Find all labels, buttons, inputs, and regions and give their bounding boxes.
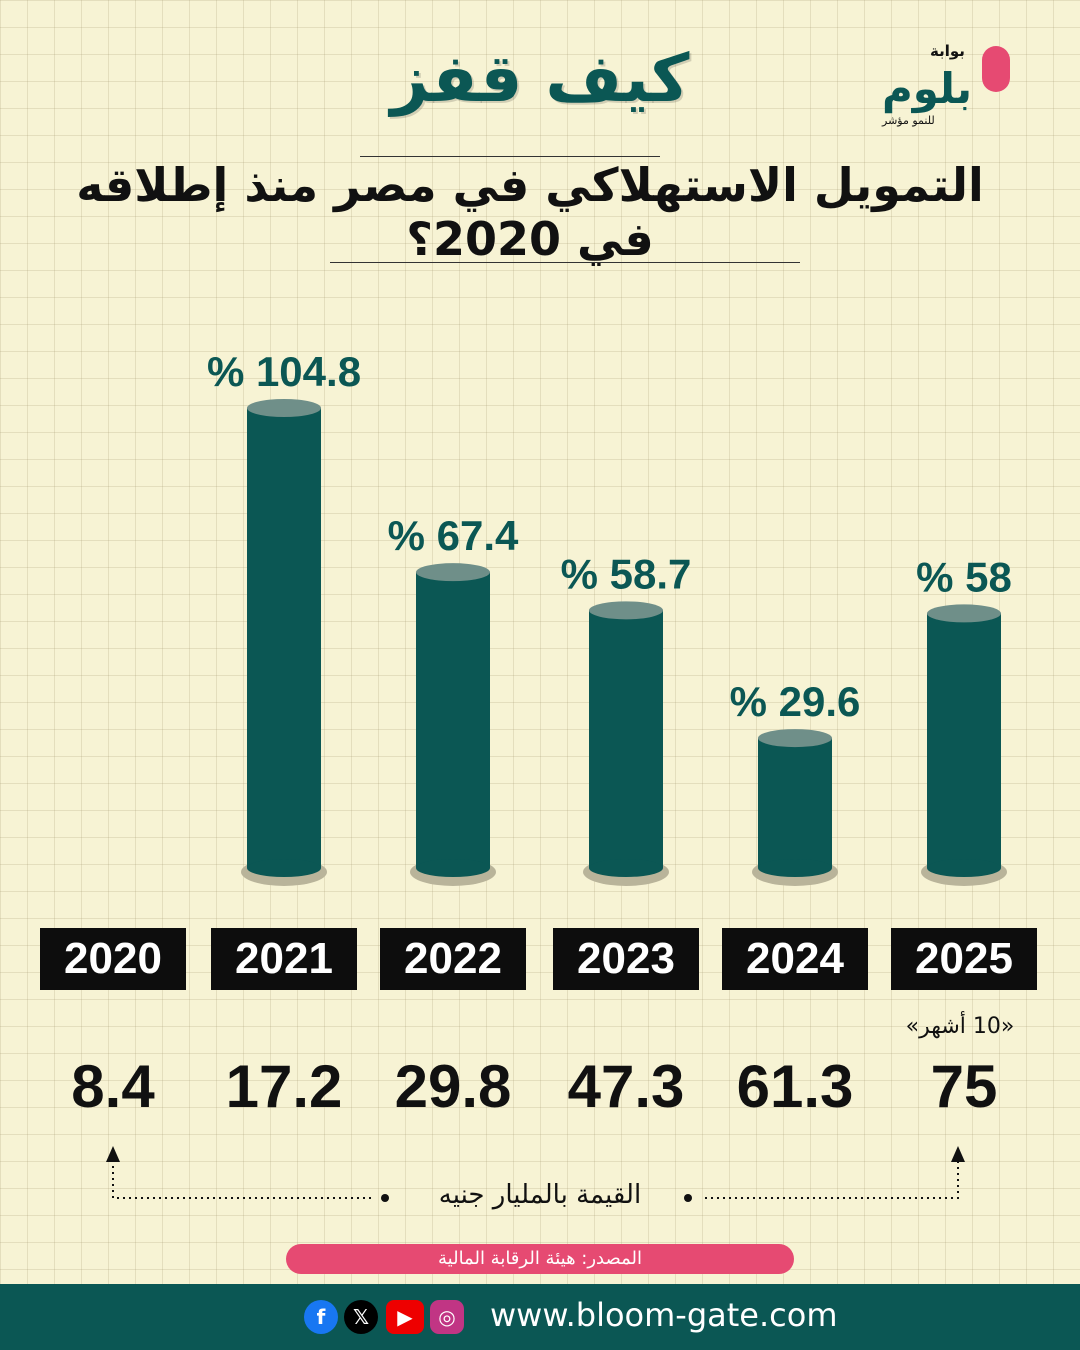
bar-2025 xyxy=(921,604,1007,886)
year-label-2023: 2023 xyxy=(553,928,699,990)
footer-bar: f 𝕏 ▶ ◎ www.bloom-gate.com xyxy=(0,1284,1080,1350)
subtitle-divider xyxy=(330,262,800,263)
website-link[interactable]: www.bloom-gate.com xyxy=(490,1296,838,1334)
bar-label-2025: % 58 xyxy=(916,553,1012,600)
source-badge: المصدر: هيئة الرقابة المالية xyxy=(286,1244,794,1274)
bar-label-2023: % 58.7 xyxy=(561,550,692,597)
youtube-icon[interactable]: ▶ xyxy=(386,1300,424,1334)
bloom-logo: بوابة بلوم للنمو مؤشر xyxy=(872,42,1022,132)
bar-2024 xyxy=(752,729,838,886)
total-note: «10 أشهر» xyxy=(905,1014,1015,1039)
title-divider xyxy=(360,156,660,157)
bar-label-2024: % 29.6 xyxy=(730,678,861,725)
year-label-2020: 2020 xyxy=(40,928,186,990)
bar-label-2022: % 67.4 xyxy=(388,512,519,559)
bar-2023 xyxy=(583,601,669,886)
chart-subtitle: التمويل الاستهلاكي في مصر منذ إطلاقه في … xyxy=(76,158,984,266)
logo-word: بلوم xyxy=(882,64,973,113)
facebook-icon[interactable]: f xyxy=(304,1300,338,1334)
bar-2021 xyxy=(241,399,327,886)
total-value-2020: 8.4 xyxy=(71,1053,155,1120)
bar-label-2021: % 104.8 xyxy=(207,348,361,395)
microphone-icon xyxy=(982,46,1010,92)
x-icon[interactable]: 𝕏 xyxy=(344,1300,378,1334)
total-value-2025: 75 xyxy=(930,1053,998,1120)
total-value-2024: 61.3 xyxy=(736,1053,854,1120)
chart-title: كيف قفز xyxy=(390,40,690,117)
year-label-2021: 2021 xyxy=(211,928,357,990)
total-value-2023: 47.3 xyxy=(567,1053,685,1120)
total-value-2021: 17.2 xyxy=(225,1053,343,1120)
logo-tagline: للنمو مؤشر xyxy=(882,114,935,127)
bar-2022 xyxy=(410,563,496,886)
year-label-2022: 2022 xyxy=(380,928,526,990)
year-label-2024: 2024 xyxy=(722,928,868,990)
instagram-icon[interactable]: ◎ xyxy=(430,1300,464,1334)
logo-small-text: بوابة xyxy=(930,42,965,60)
year-label-2025: 2025 xyxy=(891,928,1037,990)
total-unit-label: القيمة بالمليار جنيه xyxy=(438,1180,642,1210)
total-value-2022: 29.8 xyxy=(394,1053,512,1120)
